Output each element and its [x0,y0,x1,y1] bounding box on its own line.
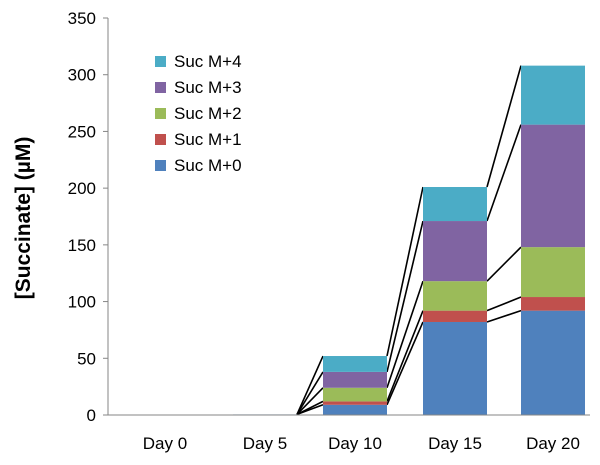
y-tick-label: 150 [68,236,96,255]
bar-segment [423,281,487,311]
stack-connector-line [386,186,424,357]
bars [133,65,585,415]
x-tick-label: Day 0 [143,434,187,453]
stack-connector-line [386,321,424,406]
stack-connector-line [296,355,324,415]
stack-connector-line [296,371,324,415]
y-tick-label: 0 [87,406,96,425]
bar-segment [323,387,387,402]
y-axis-label: [Succinate] (µM) [12,137,35,300]
stack-connector-line [486,124,522,222]
legend-swatch [155,160,166,171]
bar-segment [423,187,487,222]
bar-segment [323,371,387,388]
stack-connector-line [296,400,324,416]
stack-connector-line [296,387,324,415]
legend-swatch [155,134,166,145]
bar-segment [521,65,585,125]
x-tick-label: Day 10 [328,434,382,453]
bar-segment [521,124,585,248]
y-tick-label: 100 [68,293,96,312]
x-axis: Day 0 Day 5 Day 10 Day 15 Day 20 [108,414,590,453]
legend-label: Suc M+4 [174,52,242,71]
bar-segment [423,310,487,322]
stack-connector-line [386,220,424,373]
bar-segment [521,297,585,311]
y-tick-label: 350 [68,9,96,28]
y-axis: 0 50 100 150 200 250 300 350 [68,9,109,425]
legend-swatch [155,82,166,93]
bar-segment [423,221,487,282]
stack-connector-line [486,65,522,188]
stack-connector-line [486,309,522,323]
y-tick-label: 200 [68,179,96,198]
bar-segment [323,401,387,405]
bar-segment [423,321,487,415]
bar-segment [323,356,387,372]
stack-connector-line [386,280,424,389]
x-tick-label: Day 15 [428,434,482,453]
legend-swatch [155,56,166,67]
y-tick-label: 250 [68,122,96,141]
x-tick-label: Day 20 [526,434,580,453]
x-tick-label: Day 5 [243,434,287,453]
legend-label: Suc M+3 [174,78,242,97]
stack-connector-line [486,296,522,312]
y-tick-label: 50 [77,349,96,368]
stack-connector-line [386,310,424,402]
stack-connectors [296,65,522,416]
legend-label: Suc M+0 [174,156,242,175]
bar-segment [521,310,585,415]
stack-connector-line [486,246,522,282]
y-tick-label: 300 [68,66,96,85]
bar-segment [521,247,585,298]
legend: Suc M+4 Suc M+3 Suc M+2 Suc M+1 Suc M+0 [155,52,242,175]
legend-swatch [155,108,166,119]
legend-label: Suc M+2 [174,104,242,123]
bar-segment [323,404,387,415]
legend-label: Suc M+1 [174,130,242,149]
